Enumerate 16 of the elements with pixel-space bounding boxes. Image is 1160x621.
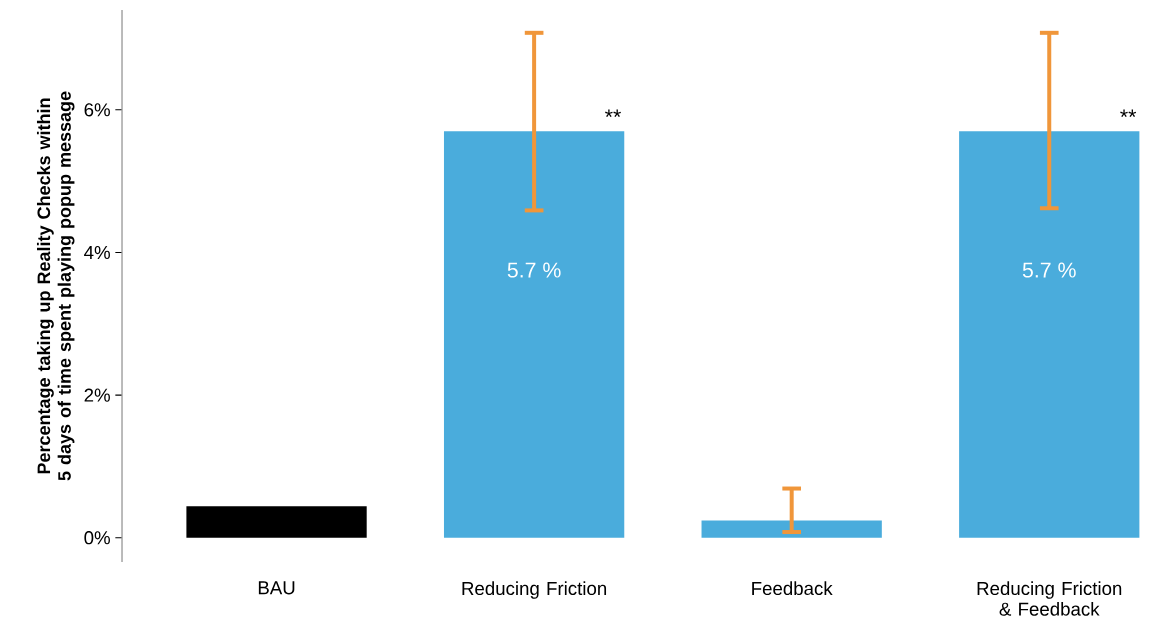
data-label: 5.7 % <box>1022 262 1076 278</box>
x-tick-label: Feedback <box>752 581 833 596</box>
bar <box>959 131 1140 538</box>
y-tick-label: 6% <box>84 103 110 117</box>
data-label: 5.7 % <box>507 262 561 278</box>
y-tick-label: 0% <box>84 531 110 545</box>
y-tick-label: 4% <box>84 245 110 259</box>
bar <box>186 506 367 538</box>
x-tick-label: Reducing Friction & Feedback <box>977 581 1122 616</box>
x-tick-label: Reducing Friction <box>462 581 607 599</box>
y-tick-label: 2% <box>84 388 110 402</box>
y-axis-title: Percentage taking up Reality Checks within 5 days of time spent playing popup message <box>36 91 75 481</box>
x-tick-label: BAU <box>258 581 295 595</box>
annotation: ** <box>605 109 621 118</box>
bar <box>443 131 625 538</box>
annotation: ** <box>1120 109 1137 118</box>
